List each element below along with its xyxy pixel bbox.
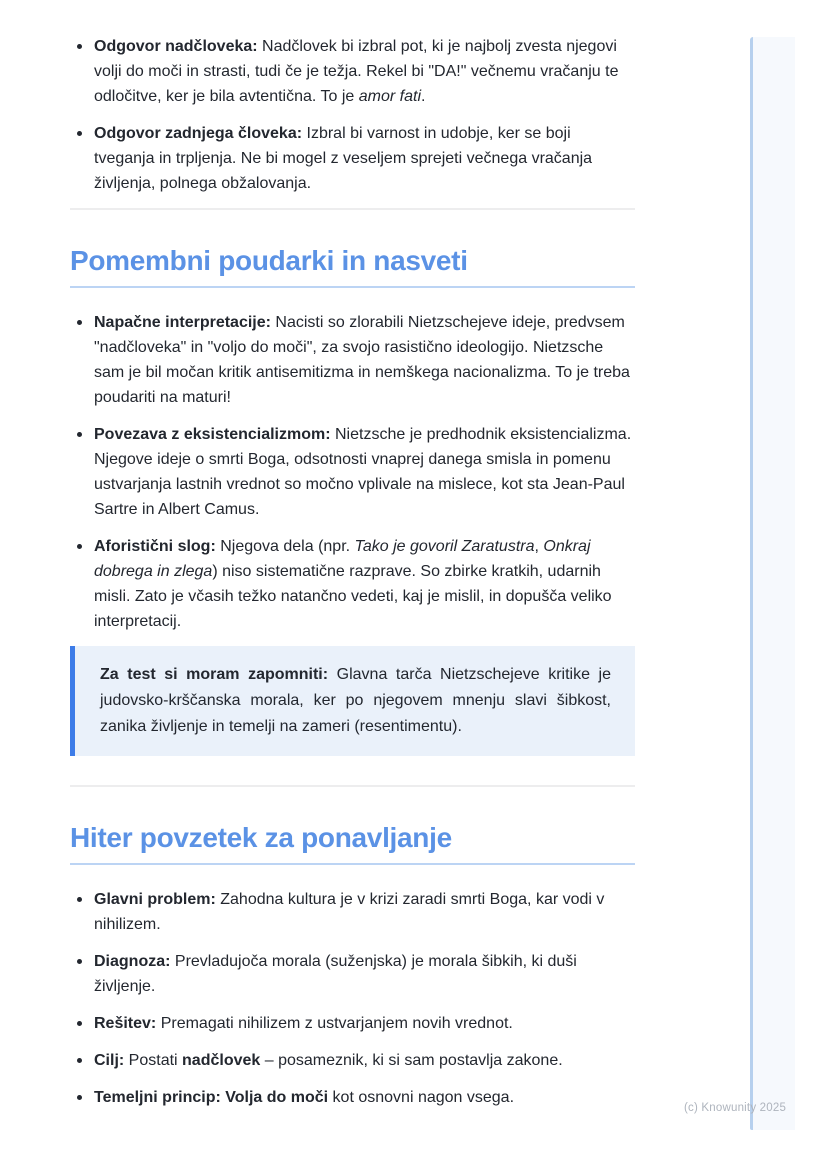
text-segment: Nadčlovek bi izbral pot, ki je najbolj z… xyxy=(94,38,619,105)
text-segment: nadčlovek xyxy=(182,1052,261,1069)
section-divider xyxy=(70,208,635,210)
text-segment: Izbral bi varnost in udobje, ker se boji… xyxy=(94,125,593,192)
text-segment: Nietzsche je predhodnik eksistencializma… xyxy=(94,426,632,518)
section-divider xyxy=(70,785,635,787)
list-item: Glavni problem: Zahodna kultura je v kri… xyxy=(70,887,635,937)
callout-note: Za test si moram zapomniti: Glavna tarča… xyxy=(70,646,635,756)
text-segment: Zahodna kultura je v krizi zaradi smrti … xyxy=(94,891,605,933)
section-heading: Pomembni poudarki in nasveti xyxy=(70,246,635,288)
text-segment: Cilj: xyxy=(94,1052,129,1069)
list-item: Diagnoza: Prevladujoča morala (suženjska… xyxy=(70,949,635,999)
bullet-list: Glavni problem: Zahodna kultura je v kri… xyxy=(70,887,635,1110)
text-segment: Postati xyxy=(128,1052,183,1069)
text-segment: Aforistični slog: xyxy=(94,538,221,555)
list-item: Napačne interpretacije: Nacisti so zlora… xyxy=(70,310,635,410)
text-segment: ) niso sistematične razprave. So zbirke … xyxy=(94,563,612,630)
text-segment: Odgovor zadnjega človeka: xyxy=(94,125,307,142)
list-item: Povezava z eksistencializmom: Nietzsche … xyxy=(70,422,635,522)
text-segment: Onkraj dobrega in zlega xyxy=(94,538,591,580)
text-segment: Napačne interpretacije: xyxy=(94,314,276,331)
text-segment: Njegova dela (npr. xyxy=(220,538,355,555)
list-item: Odgovor zadnjega človeka: Izbral bi varn… xyxy=(70,121,635,196)
list-item: Odgovor nadčloveka: Nadčlovek bi izbral … xyxy=(70,34,635,109)
text-segment: amor fati xyxy=(358,88,421,105)
text-segment: Za test si moram zapomniti: xyxy=(100,666,337,683)
next-page-edge xyxy=(750,37,795,1130)
text-segment: Glavni problem: xyxy=(94,891,221,908)
text-segment: Premagati nihilizem z ustvarjanjem novih… xyxy=(160,1015,513,1032)
section-heading: Hiter povzetek za ponavljanje xyxy=(70,823,635,865)
footer-credit: (c) Knowunity 2025 xyxy=(684,1102,787,1114)
text-segment: Prevladujoča morala (suženjska) je moral… xyxy=(94,953,577,995)
spacer xyxy=(70,756,635,781)
text-segment: kot osnovni nagon vsega. xyxy=(328,1089,515,1106)
text-segment: – posameznik, ki si sam postavlja zakone… xyxy=(260,1052,563,1069)
bullet-list: Napačne interpretacije: Nacisti so zlora… xyxy=(70,310,635,634)
text-segment: Odgovor nadčloveka: xyxy=(94,38,263,55)
text-segment: Povezava z eksistencializmom: xyxy=(94,426,335,443)
list-item: Cilj: Postati nadčlovek – posameznik, ki… xyxy=(70,1048,635,1073)
bullet-list: Odgovor nadčloveka: Nadčlovek bi izbral … xyxy=(70,34,635,196)
text-segment: Rešitev: xyxy=(94,1015,161,1032)
list-item: Aforistični slog: Njegova dela (npr. Tak… xyxy=(70,534,635,634)
text-segment: . xyxy=(421,88,426,105)
text-segment: Tako je govoril Zaratustra xyxy=(354,538,535,555)
text-segment: Temeljni princip: Volja do moči xyxy=(94,1089,329,1106)
text-segment: Nacisti so zlorabili Nietzschejeve ideje… xyxy=(94,314,630,406)
text-segment: , xyxy=(534,538,544,555)
text-segment: Glavna tarča Nietzschejeve kritike je ju… xyxy=(100,666,611,735)
document-content: Odgovor nadčloveka: Nadčlovek bi izbral … xyxy=(70,34,635,1122)
list-item: Temeljni princip: Volja do moči kot osno… xyxy=(70,1085,635,1110)
text-segment: Diagnoza: xyxy=(94,953,175,970)
list-item: Rešitev: Premagati nihilizem z ustvarjan… xyxy=(70,1011,635,1036)
